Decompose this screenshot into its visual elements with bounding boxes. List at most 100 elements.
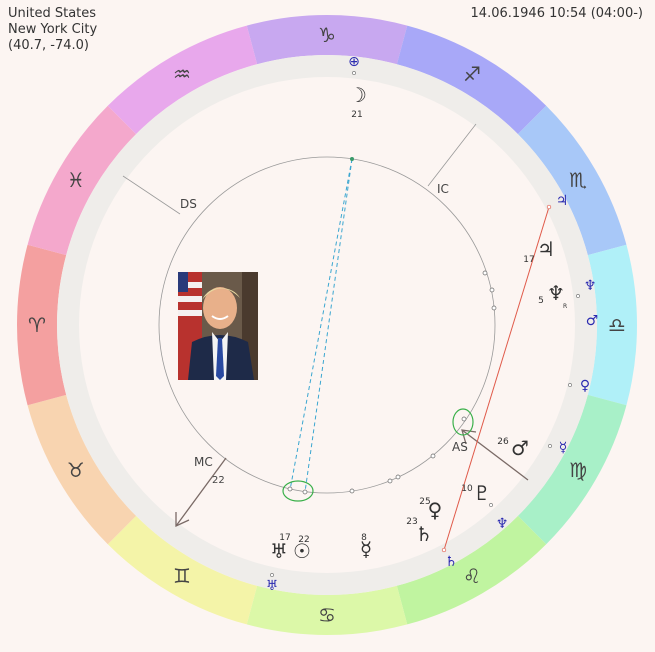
zodiac-glyph-taurus: ♉ bbox=[67, 458, 85, 482]
transit-neptune-icon[interactable]: ♆ bbox=[496, 516, 509, 532]
natal-pluto-icon[interactable]: ♇ bbox=[473, 481, 491, 505]
zodiac-sector-taurus bbox=[27, 394, 137, 545]
transit-planets: ⊕ ♃ ♆ ♂ ♀ ☿ ♆ ♄ ♅ bbox=[266, 54, 599, 594]
ds-cusp-line bbox=[122, 175, 181, 215]
aspect-point bbox=[489, 287, 495, 293]
aspect-point bbox=[395, 474, 401, 480]
natal-pluto-degree: 10 bbox=[461, 484, 473, 494]
aspect-point bbox=[430, 453, 436, 459]
aspect-point bbox=[491, 305, 497, 311]
as-arrow-head bbox=[461, 429, 477, 445]
zodiac-sector-libra bbox=[587, 244, 637, 406]
zodiac-glyph-cancer: ♋ bbox=[318, 603, 336, 627]
zodiac-sector-aquarius bbox=[107, 25, 258, 135]
marker-dot bbox=[576, 294, 580, 298]
natal-saturn-degree: 23 bbox=[406, 517, 417, 527]
aspect-circle bbox=[158, 156, 496, 494]
transit-saturn-icon[interactable]: ♄ bbox=[445, 554, 458, 570]
transit-mercury-icon[interactable]: ☿ bbox=[559, 440, 568, 456]
natal-moon-degree: 21 bbox=[351, 110, 362, 120]
neptune-retrograde-mark: R bbox=[563, 303, 567, 310]
aspect-point bbox=[302, 489, 308, 495]
zodiac-sector-sagittarius bbox=[396, 25, 547, 135]
as-arrow-line bbox=[461, 429, 529, 481]
highlight-ellipse-as bbox=[452, 408, 474, 436]
ic-label: IC bbox=[437, 182, 449, 196]
highlight-ellipse-mc bbox=[282, 480, 314, 502]
marker-dot bbox=[546, 204, 552, 210]
zodiac-sector-scorpio bbox=[517, 105, 627, 256]
natal-jupiter-degree: 17 bbox=[523, 255, 534, 265]
natal-moon-icon[interactable]: ☽ bbox=[349, 83, 367, 107]
zodiac-glyph-leo: ♌ bbox=[463, 564, 481, 588]
zodiac-glyph-gemini: ♊ bbox=[173, 564, 191, 588]
aspect-line-red bbox=[443, 206, 550, 551]
aspect-point bbox=[482, 270, 488, 276]
natal-venus-degree: 25 bbox=[419, 497, 430, 507]
ds-label: DS bbox=[180, 197, 197, 211]
natal-mercury-icon[interactable]: ☿ bbox=[360, 537, 372, 561]
as-label: AS bbox=[452, 440, 468, 454]
zodiac-sector-virgo bbox=[517, 394, 627, 545]
aspect-line-blue-1 bbox=[289, 158, 353, 491]
zodiac-sector-cancer bbox=[246, 585, 408, 635]
mc-arrow-line bbox=[175, 457, 227, 527]
aspect-point bbox=[350, 157, 354, 161]
zodiac-glyph-aries: ♈ bbox=[28, 313, 46, 337]
location-info: United States New York City (40.7, -74.0… bbox=[8, 6, 97, 54]
aspect-point bbox=[387, 478, 393, 484]
transit-uranus-icon[interactable]: ♅ bbox=[266, 578, 279, 594]
marker-dot bbox=[568, 383, 572, 387]
zodiac-ring: ♑ ♐ ♏ ♎ ♍ ♌ ♋ ♊ ♉ ♈ ♓ ♒ bbox=[17, 15, 637, 635]
natal-sun-degree: 22 bbox=[298, 535, 309, 545]
ic-cusp-line bbox=[427, 123, 477, 187]
portrait-photo bbox=[178, 272, 258, 380]
transit-neptune-icon[interactable]: ♆ bbox=[584, 278, 597, 294]
zodiac-sector-pisces bbox=[27, 105, 137, 256]
marker-dot bbox=[270, 573, 274, 577]
aspect-points bbox=[287, 157, 497, 495]
natal-sun-icon[interactable]: ☉ bbox=[293, 539, 311, 563]
mc-arrow-head bbox=[175, 512, 190, 528]
natal-mars-icon[interactable]: ♂ bbox=[511, 436, 529, 460]
zodiac-sector-leo bbox=[396, 515, 547, 625]
zodiac-sector-capricorn bbox=[246, 15, 408, 65]
natal-jupiter-icon[interactable]: ♃ bbox=[537, 237, 555, 261]
zodiac-sector-gemini bbox=[107, 515, 258, 625]
datetime-label: 14.06.1946 10:54 (04:00-) bbox=[470, 6, 643, 21]
marker-dot bbox=[441, 547, 447, 553]
location-country: United States bbox=[8, 6, 97, 21]
aspect-point bbox=[461, 416, 467, 422]
zodiac-glyph-sagittarius: ♐ bbox=[463, 62, 481, 86]
natal-mercury-degree: 8 bbox=[361, 533, 367, 543]
natal-saturn-icon[interactable]: ♄ bbox=[415, 522, 433, 546]
marker-dot bbox=[352, 71, 356, 75]
natal-venus-icon[interactable]: ♀ bbox=[428, 498, 443, 522]
transit-mars-icon[interactable]: ♂ bbox=[586, 313, 599, 329]
transit-venus-icon[interactable]: ♀ bbox=[580, 378, 590, 394]
natal-uranus-icon[interactable]: ♅ bbox=[270, 539, 288, 563]
location-city: New York City bbox=[8, 22, 98, 37]
natal-uranus-degree: 17 bbox=[279, 533, 290, 543]
aspect-line-blue-2 bbox=[304, 158, 353, 493]
mc-degree: 22 bbox=[212, 475, 225, 486]
aspect-point bbox=[349, 488, 355, 494]
mc-label: MC bbox=[194, 455, 213, 469]
inner-disc bbox=[79, 77, 575, 573]
transit-jupiter-icon[interactable]: ♃ bbox=[556, 193, 569, 209]
zodiac-glyph-capricorn: ♑ bbox=[318, 23, 336, 47]
zodiac-glyph-libra: ♎ bbox=[608, 313, 626, 337]
marker-dot bbox=[489, 503, 493, 507]
transit-earth-icon[interactable]: ⊕ bbox=[348, 54, 360, 70]
marker-dot bbox=[548, 444, 552, 448]
zodiac-sector-aries bbox=[17, 244, 67, 406]
natal-planets: ☽21♃17♆5♂26♇10♀25♄23☿8♅17☉22R bbox=[270, 83, 567, 563]
location-coords: (40.7, -74.0) bbox=[8, 38, 89, 53]
zodiac-glyph-pisces: ♓ bbox=[67, 168, 85, 192]
zodiac-glyph-aquarius: ♒ bbox=[173, 62, 191, 86]
natal-neptune-degree: 5 bbox=[538, 296, 544, 306]
natal-mars-degree: 26 bbox=[497, 437, 509, 447]
natal-neptune-icon[interactable]: ♆ bbox=[547, 281, 565, 305]
aspect-point bbox=[287, 486, 293, 492]
